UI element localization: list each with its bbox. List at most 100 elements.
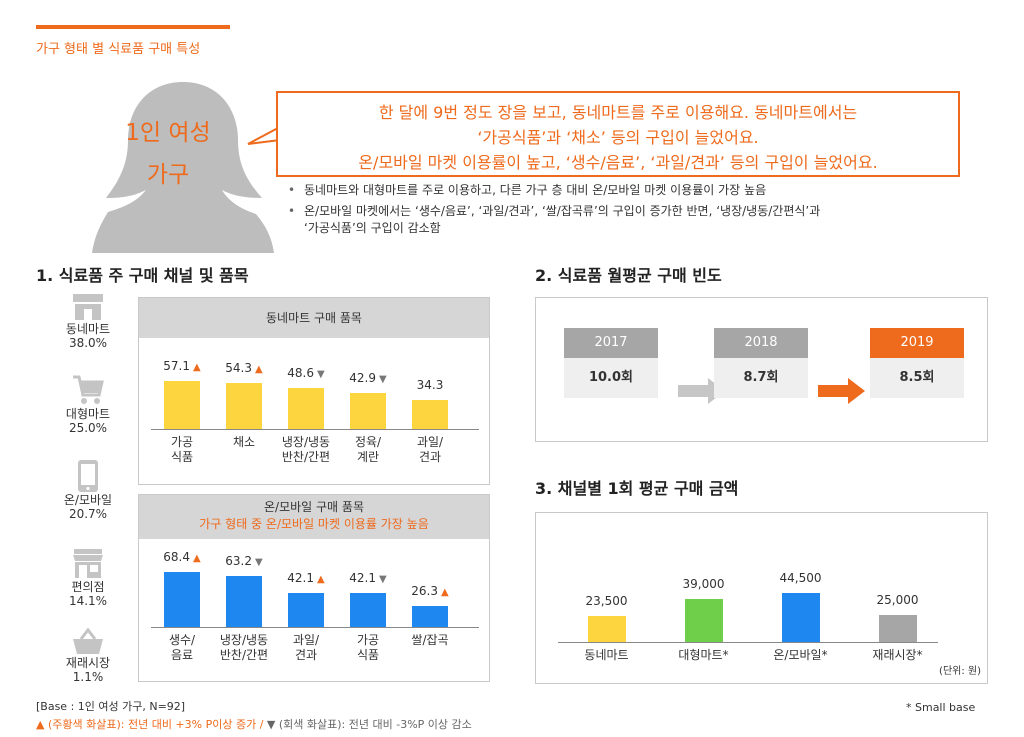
chart-baseline xyxy=(558,642,938,643)
bullet-item: • 동네마트와 대형마트를 주로 이용하고, 다른 가구 층 대비 온/모바일 마… xyxy=(288,183,767,197)
data-label: 48.6 ▼ xyxy=(287,366,325,381)
category-label: 냉장/냉동 반찬/간편 xyxy=(219,633,269,662)
legend-up: ▲ (주황색 화살표): 전년 대비 +3% P이상 증가 / xyxy=(36,718,264,731)
persona-line1: 1인 여성 xyxy=(125,120,211,146)
chart-online: 68.4 ▲ 생수/음료 63.2 ▼ 냉장/냉동 반찬/간편 42.1 ▲ 과일/견과 42.1 ▼… xyxy=(139,495,491,683)
decrease-arrow-icon: ▼ xyxy=(317,369,325,381)
quote-line-2: ‘가공식품’과 ‘채소’ 등의 구입이 늘었어요. xyxy=(477,128,759,147)
data-label: 54.3 ▲ xyxy=(225,361,263,376)
panel-avg-spend: 23,500 동네마트 39,000 대형마트* 44,500 온/모바일* 25,000 재… xyxy=(535,512,988,684)
data-label: 42.1 ▲ xyxy=(287,571,325,586)
store-icon xyxy=(73,294,103,320)
header-accent-line xyxy=(36,25,230,29)
panel-header: 동네마트 구매 품목 xyxy=(139,298,489,338)
bullet-item-continued: ‘가공식품’의 구입이 감소함 xyxy=(304,221,441,235)
bar xyxy=(288,593,324,627)
bar xyxy=(684,599,723,642)
channel-store: 동네마트 38.0% xyxy=(48,292,128,350)
chart-local-mart: 57.1 ▲ 가공 식품 54.3 ▲ 채소 48.6 ▼ 냉장/냉동 반찬/간편 42.9 ▼ 정육/계… xyxy=(139,298,491,486)
bar xyxy=(781,593,820,642)
category-label: 가공 식품 xyxy=(356,633,380,662)
increase-arrow-icon: ▲ xyxy=(255,364,263,376)
section2-title: 2. 식료품 월평균 구매 빈도 xyxy=(535,266,722,285)
decrease-arrow-icon: ▼ xyxy=(379,373,387,385)
category-label: 과일/견과 xyxy=(292,633,320,662)
channel-hypermarket: 대형마트 25.0% xyxy=(48,373,128,435)
decrease-arrow-icon: ▼ xyxy=(379,574,387,586)
panel-title: 동네마트 구매 품목 xyxy=(266,311,362,325)
bar xyxy=(878,614,917,642)
quote-line-1: 한 달에 9번 정도 장을 보고, 동네마트를 주로 이용해요. 동네마트에서는 xyxy=(378,103,858,122)
panel-subtitle: 가구 형태 중 온/모바일 마켓 이용률 가장 높음 xyxy=(199,517,429,531)
data-label: 44,500 xyxy=(779,571,822,586)
phone-icon xyxy=(78,460,98,492)
data-label: 42.9 ▼ xyxy=(349,370,387,385)
data-label: 63.2 ▼ xyxy=(225,554,263,569)
chart-baseline xyxy=(151,627,479,628)
category-label: 생수/음료 xyxy=(168,633,196,662)
arrow-right-orange-icon xyxy=(818,378,865,404)
category-label: 쌀/잡곡 xyxy=(411,633,449,647)
persona-line2: 가구 xyxy=(146,162,190,188)
panel-online-items: 온/모바일 구매 품목 가구 형태 중 온/모바일 마켓 이용률 가장 높음 6… xyxy=(138,494,490,682)
year-2018: 2018 xyxy=(714,328,808,358)
data-label: 26.3 ▲ xyxy=(411,583,449,598)
arrow-right-gray-icon xyxy=(678,378,725,404)
count-2017: 10.0회 xyxy=(564,358,658,398)
channel-online: 온/모바일 20.7% xyxy=(48,459,128,521)
unit-label: (단위: 원) xyxy=(939,666,981,677)
quote-line-3: 온/모바일 마켓 이용률이 높고, ‘생수/음료’, ‘과일/견과’ 등의 구입… xyxy=(358,153,878,172)
panel-title: 온/모바일 구매 품목 xyxy=(264,500,364,514)
panel-header: 온/모바일 구매 품목 가구 형태 중 온/모바일 마켓 이용률 가장 높음 xyxy=(139,495,489,539)
bar xyxy=(587,616,626,642)
legend-note: ▲ (주황색 화살표): 전년 대비 +3% P이상 증가 / ▼ (회색 화살… xyxy=(36,716,472,732)
increase-arrow-icon: ▲ xyxy=(193,553,201,565)
bar xyxy=(226,576,262,627)
category-label: 채소 xyxy=(232,435,256,449)
category-label: 대형마트* xyxy=(678,648,729,662)
basket-icon xyxy=(73,628,103,654)
panel-local-mart-items: 동네마트 구매 품목 57.1 ▲ 가공 식품 54.3 ▲ 채소 48.6 ▼ 냉장/냉동 반찬/… xyxy=(138,297,490,485)
data-label: 57.1 ▲ xyxy=(163,359,201,374)
chart-avg-spend: 23,500 동네마트 39,000 대형마트* 44,500 온/모바일* 25,000 재… xyxy=(536,513,989,685)
channel-convenience: 편의점 14.1% xyxy=(48,546,128,608)
base-note: [Base : 1인 여성 가구, N=92] xyxy=(36,700,186,713)
category-label: 온/모바일* xyxy=(773,648,828,662)
year-2019: 2019 xyxy=(870,328,964,358)
bullet-item: • 온/모바일 마켓에서는 ‘생수/음료’, ‘과일/견과’, ‘쌀/잡곡류’의 … xyxy=(288,204,821,218)
legend-down: ▼ (회색 화살표): 전년 대비 -3%P 이상 감소 xyxy=(266,718,472,731)
bar xyxy=(412,605,448,627)
persona-label: 1인 여성 가구 xyxy=(108,112,228,196)
data-label: 34.3 xyxy=(416,378,444,393)
section-title: 가구 형태 별 식료품 구매 특성 xyxy=(36,42,201,57)
category-label: 재래시장* xyxy=(872,648,923,662)
decrease-arrow-icon: ▼ xyxy=(255,557,263,569)
count-2018: 8.7회 xyxy=(714,358,808,398)
increase-arrow-icon: ▲ xyxy=(317,574,325,586)
data-label: 68.4 ▲ xyxy=(163,550,201,565)
bar xyxy=(350,392,386,429)
section1-title: 1. 식료품 주 구매 채널 및 품목 xyxy=(36,266,249,285)
shop-icon xyxy=(73,549,103,578)
category-label: 가공 식품 xyxy=(170,435,194,464)
bar xyxy=(226,383,262,429)
category-label: 과일/견과 xyxy=(416,435,444,464)
category-label: 냉장/냉동 반찬/간편 xyxy=(281,435,331,464)
quote-box: 한 달에 9번 정도 장을 보고, 동네마트를 주로 이용해요. 동네마트에서는… xyxy=(276,91,960,177)
speech-tail-icon xyxy=(247,127,281,145)
increase-arrow-icon: ▲ xyxy=(441,586,449,598)
bar xyxy=(288,388,324,429)
count-2019: 8.5회 xyxy=(870,358,964,398)
summary-bullets: • 동네마트와 대형마트를 주로 이용하고, 다른 가구 층 대비 온/모바일 마… xyxy=(284,182,984,241)
data-label: 25,000 xyxy=(876,592,919,607)
category-label: 정육/계란 xyxy=(354,435,382,464)
panel-frequency: 2017 10.0회 2018 8.7회 2019 8.5회 xyxy=(535,297,988,442)
data-label: 42.1 ▼ xyxy=(349,571,387,586)
data-label: 23,500 xyxy=(585,594,628,609)
category-label: 동네마트 xyxy=(584,648,629,662)
bar xyxy=(164,381,200,429)
cart-icon xyxy=(73,375,104,404)
data-label: 39,000 xyxy=(682,577,725,592)
section3-title: 3. 채널별 1회 평균 구매 금액 xyxy=(535,479,739,498)
increase-arrow-icon: ▲ xyxy=(193,362,201,374)
